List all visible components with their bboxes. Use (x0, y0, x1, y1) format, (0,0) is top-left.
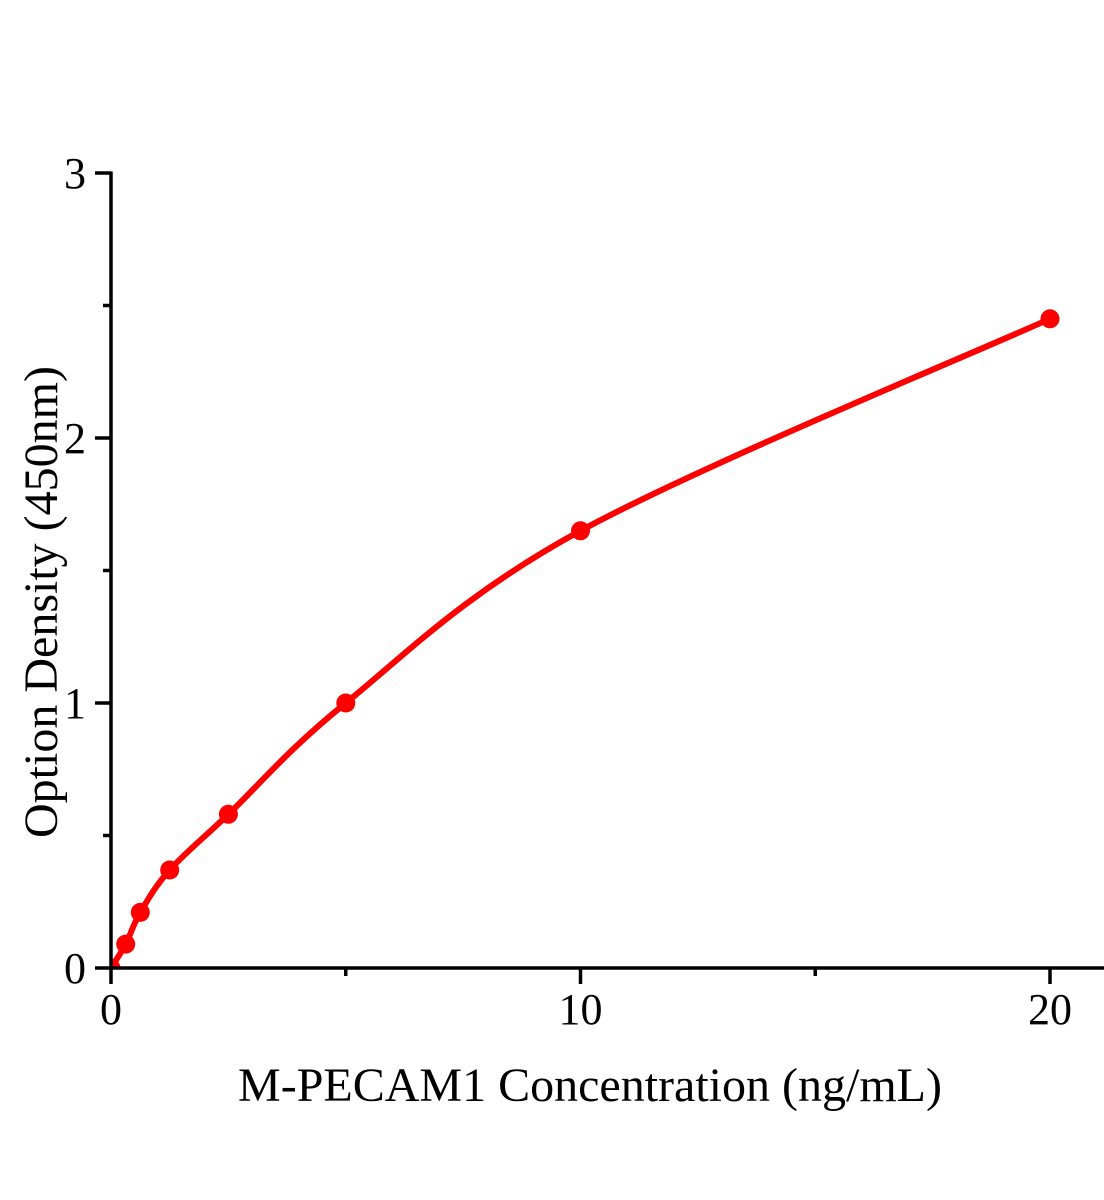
y-tick-label: 0 (64, 944, 86, 993)
data-point-marker (111, 958, 121, 968)
y-tick-label: 3 (64, 149, 86, 198)
x-tick-label: 0 (100, 985, 122, 1034)
x-tick-label: 20 (1028, 985, 1072, 1034)
data-point-marker (116, 934, 136, 954)
x-tick-label: 10 (559, 985, 603, 1034)
standard-curve-group (111, 309, 1060, 968)
y-axis-title: Option Density (450nm) (15, 366, 68, 838)
standard-curve-line (111, 315, 1053, 968)
data-point-marker (1040, 309, 1060, 329)
data-point-marker (218, 804, 238, 824)
data-point-marker (160, 860, 180, 880)
y-tick-label: 1 (64, 679, 86, 728)
data-point-marker (571, 521, 590, 541)
data-point-marker (336, 693, 356, 713)
x-axis-title: M-PECAM1 Concentration (ng/mL) (238, 1059, 942, 1112)
y-tick-label: 2 (64, 414, 86, 463)
data-point-marker (130, 902, 150, 922)
